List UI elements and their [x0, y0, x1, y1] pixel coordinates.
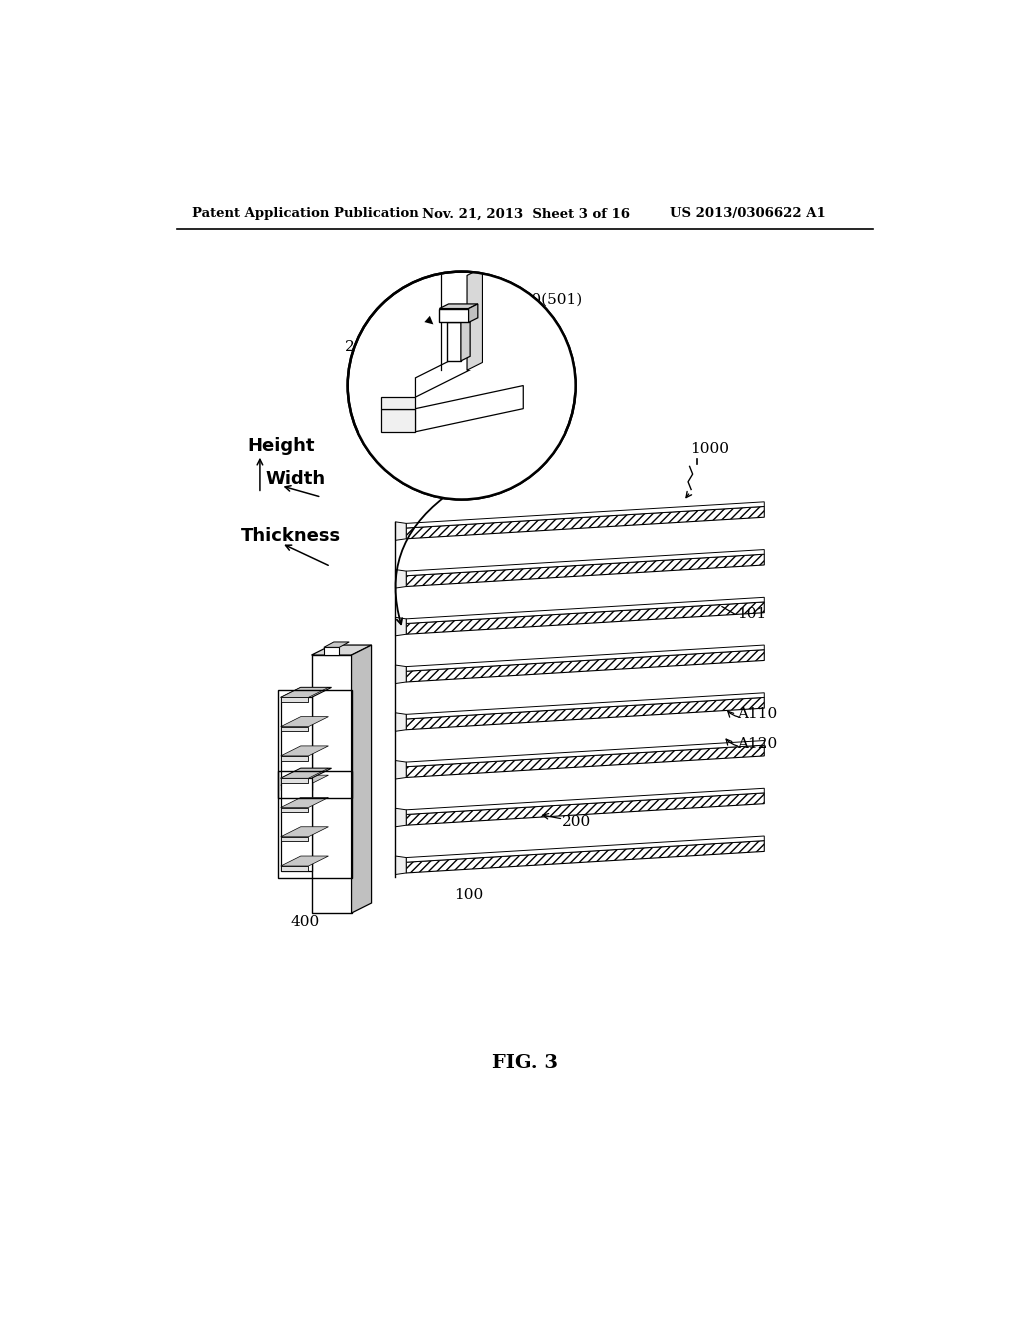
Polygon shape: [324, 642, 349, 647]
Polygon shape: [395, 808, 407, 826]
Polygon shape: [281, 756, 308, 760]
Text: Height: Height: [248, 437, 315, 454]
Polygon shape: [281, 746, 329, 756]
Circle shape: [348, 272, 575, 499]
Polygon shape: [407, 502, 764, 528]
Polygon shape: [281, 857, 329, 866]
Polygon shape: [395, 570, 407, 589]
Polygon shape: [407, 693, 764, 719]
Polygon shape: [324, 647, 339, 655]
Text: 510(501): 510(501): [513, 292, 584, 306]
Polygon shape: [281, 768, 332, 779]
Polygon shape: [281, 688, 329, 697]
Polygon shape: [281, 726, 308, 731]
Text: 200: 200: [345, 341, 374, 354]
Polygon shape: [467, 268, 482, 370]
Polygon shape: [281, 779, 311, 871]
Text: Width: Width: [265, 470, 326, 488]
Polygon shape: [407, 697, 764, 730]
Polygon shape: [351, 645, 372, 913]
Polygon shape: [461, 318, 470, 360]
Polygon shape: [281, 797, 329, 808]
Polygon shape: [381, 409, 416, 432]
Polygon shape: [469, 304, 478, 322]
Text: 1000: 1000: [690, 442, 729, 457]
Polygon shape: [281, 837, 308, 841]
Polygon shape: [416, 385, 523, 432]
Text: A120: A120: [737, 737, 777, 751]
Polygon shape: [281, 826, 329, 837]
Polygon shape: [477, 272, 575, 393]
Text: Patent Application Publication: Patent Application Publication: [193, 207, 419, 220]
Polygon shape: [407, 554, 764, 586]
Polygon shape: [311, 645, 372, 655]
Polygon shape: [439, 304, 478, 309]
Text: US 2013/0306622 A1: US 2013/0306622 A1: [670, 207, 825, 220]
Polygon shape: [395, 665, 407, 684]
Polygon shape: [407, 598, 764, 623]
Polygon shape: [407, 507, 764, 539]
Polygon shape: [395, 857, 407, 875]
Polygon shape: [407, 841, 764, 873]
Polygon shape: [447, 322, 461, 360]
Polygon shape: [281, 717, 329, 726]
Polygon shape: [281, 768, 329, 779]
Polygon shape: [407, 649, 764, 682]
Polygon shape: [395, 521, 407, 540]
Polygon shape: [407, 788, 764, 814]
Polygon shape: [281, 808, 308, 812]
Polygon shape: [381, 397, 416, 409]
Polygon shape: [281, 866, 308, 871]
Polygon shape: [407, 744, 764, 777]
Polygon shape: [416, 347, 477, 397]
Polygon shape: [281, 785, 308, 789]
Polygon shape: [348, 432, 575, 499]
Polygon shape: [281, 697, 311, 789]
Polygon shape: [407, 645, 764, 671]
Polygon shape: [439, 309, 469, 322]
Polygon shape: [407, 836, 764, 862]
Polygon shape: [311, 655, 351, 913]
Text: Nov. 21, 2013  Sheet 3 of 16: Nov. 21, 2013 Sheet 3 of 16: [422, 207, 630, 220]
Text: A110: A110: [737, 708, 777, 721]
Polygon shape: [407, 793, 764, 825]
Polygon shape: [281, 688, 332, 697]
Text: 200: 200: [562, 816, 591, 829]
Text: Thickness: Thickness: [241, 527, 341, 545]
Text: 100: 100: [454, 888, 483, 903]
Polygon shape: [395, 713, 407, 731]
Polygon shape: [281, 697, 308, 702]
Text: FIG. 3: FIG. 3: [492, 1055, 558, 1072]
Polygon shape: [467, 276, 575, 370]
Polygon shape: [395, 618, 407, 636]
Polygon shape: [281, 779, 308, 783]
Text: 101: 101: [737, 607, 767, 622]
Polygon shape: [407, 549, 764, 576]
Polygon shape: [407, 602, 764, 635]
Polygon shape: [395, 760, 407, 779]
Polygon shape: [281, 775, 329, 785]
Text: 400: 400: [291, 915, 319, 929]
Polygon shape: [407, 741, 764, 767]
